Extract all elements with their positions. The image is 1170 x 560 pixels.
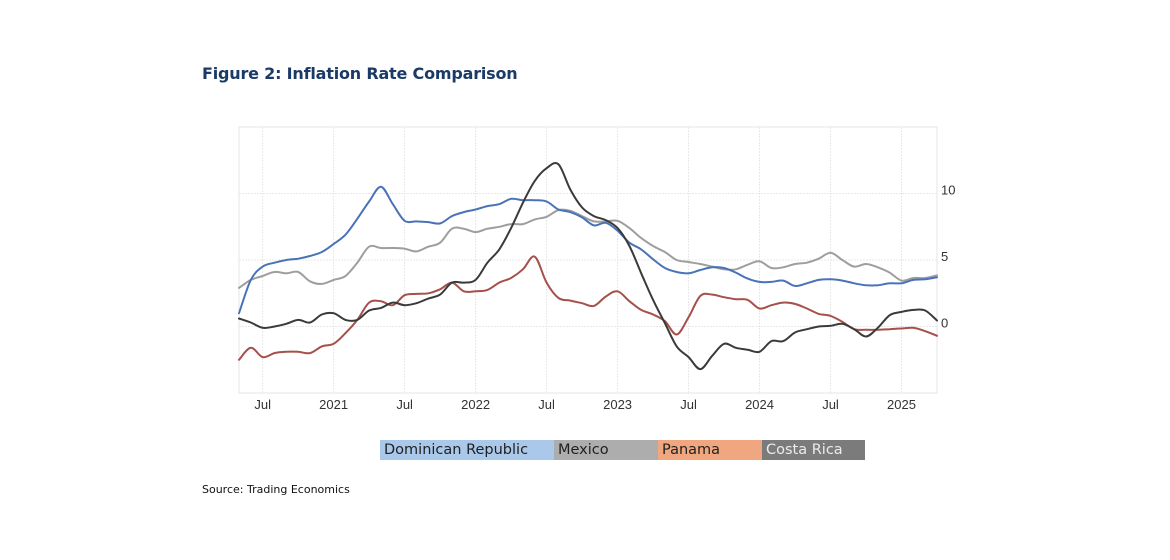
x-tick-label: 2025: [887, 397, 916, 412]
series-line-panama: [238, 255, 938, 361]
x-tick-label: Jul: [538, 397, 555, 412]
legend-item-panama: Panama: [658, 440, 762, 460]
figure-title: Figure 2: Inflation Rate Comparison: [202, 64, 518, 83]
gridlines: [239, 126, 937, 394]
y-tick-label: 0: [941, 316, 948, 331]
series-line-costa-rica: [238, 161, 938, 371]
legend-item-costa-rica: Costa Rica: [762, 440, 865, 460]
x-tick-label: Jul: [254, 397, 271, 412]
x-tick-label: 2022: [461, 397, 490, 412]
x-axis-ticks: Jul 2021 Jul 2022 Jul 2023 Jul 2024 Jul 2025: [254, 397, 916, 412]
x-tick-label: Jul: [822, 397, 839, 412]
y-tick-label: 10: [941, 183, 955, 198]
series-line-mexico: [238, 208, 938, 289]
x-tick-label: 2024: [745, 397, 774, 412]
legend-item-dominican-republic: Dominican Republic: [380, 440, 554, 460]
x-tick-label: 2021: [319, 397, 348, 412]
series-lines: [238, 161, 938, 371]
legend-item-mexico: Mexico: [554, 440, 658, 460]
chart-legend: Dominican Republic Mexico Panama Costa Rica: [380, 440, 865, 460]
plot-frame: [238, 126, 938, 394]
y-tick-label: 5: [941, 249, 948, 264]
x-tick-label: Jul: [680, 397, 697, 412]
y-axis-ticks: 0 5 10: [941, 183, 955, 331]
x-tick-label: 2023: [603, 397, 632, 412]
x-tick-label: Jul: [396, 397, 413, 412]
source-note: Source: Trading Economics: [202, 483, 350, 496]
series-line-dominican-republic: [238, 185, 938, 315]
